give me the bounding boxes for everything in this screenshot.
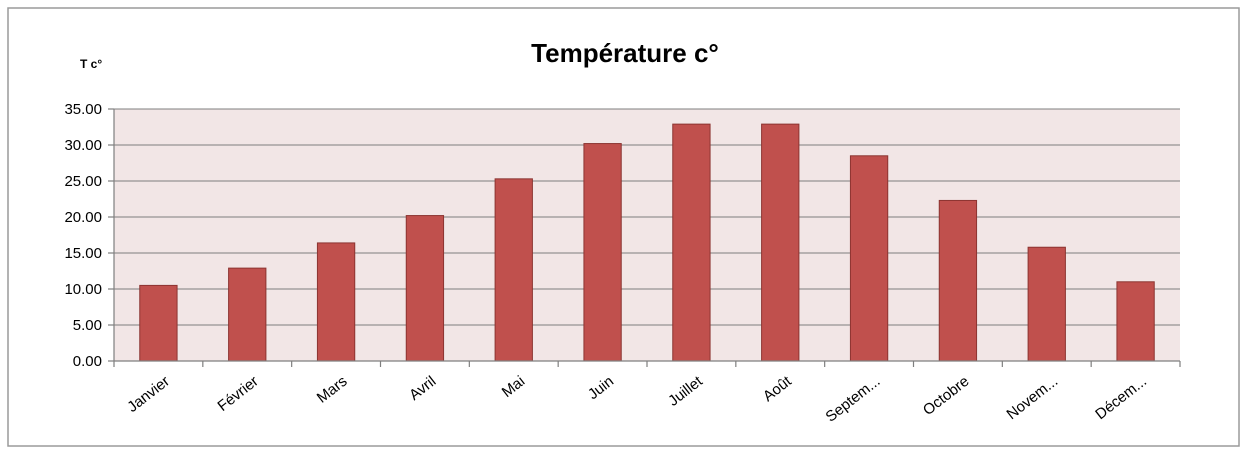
bar-3 <box>405 215 445 362</box>
y-tick-label: 5.00 <box>73 317 102 334</box>
y-tick-label: 30.00 <box>64 137 102 154</box>
bar-8 <box>849 155 889 362</box>
bar-10 <box>1027 246 1066 362</box>
chart-title: Température c° <box>531 38 719 68</box>
bar-9 <box>938 199 978 362</box>
gridlines <box>114 108 1180 326</box>
bar-11 <box>1116 281 1155 362</box>
bar-2 <box>316 242 356 362</box>
bar-7 <box>761 123 800 362</box>
bars <box>139 123 1155 362</box>
bar-0 <box>139 284 178 362</box>
y-tick-label: 25.00 <box>64 173 102 190</box>
bar-5 <box>583 143 622 362</box>
y-axis-label: T c° <box>80 57 102 71</box>
y-tick-label: 35.00 <box>64 101 102 118</box>
plot-area <box>114 109 1180 361</box>
y-tick-labels: 0.00 5.00 10.00 15.00 20.00 25.00 30.00 35.00 <box>64 101 114 370</box>
y-tick-label: 0.00 <box>73 353 102 370</box>
y-tick-label: 15.00 <box>64 245 102 262</box>
bar-6 <box>672 123 711 362</box>
bar-1 <box>228 267 267 362</box>
bar-4 <box>494 178 533 362</box>
y-tick-label: 10.00 <box>64 281 102 298</box>
y-tick-label: 20.00 <box>64 209 102 226</box>
